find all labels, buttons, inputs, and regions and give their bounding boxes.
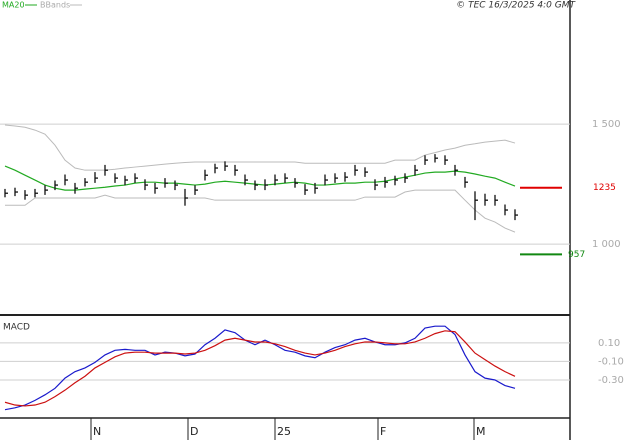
bband-upper [4,124,516,171]
x-tick-label: D [190,425,198,438]
bband-lower [5,189,516,233]
x-tick-label: M [476,425,486,438]
macd-line [4,325,516,411]
level-label: 957 [568,250,585,260]
macd-title: MACD [3,323,30,333]
y-tick-label: -0.30 [598,375,624,386]
copyright: © TEC 16/3/2025 4:0 GMT [456,1,576,11]
ma20-line [4,165,516,191]
y-tick-label: 0.10 [598,338,620,349]
level-label: 1235 [593,183,616,193]
y-tick-label: -0.10 [598,356,624,367]
macd-line [4,330,516,407]
y-tick-label: 1 500 [592,119,621,130]
x-tick-label: 25 [277,425,291,438]
legend-ma20: MA20 [2,1,25,10]
x-tick-label: N [93,425,101,438]
x-tick-label: F [380,425,386,438]
legend-bbands: BBands [40,1,70,10]
y-tick-label: 1 000 [592,239,621,250]
